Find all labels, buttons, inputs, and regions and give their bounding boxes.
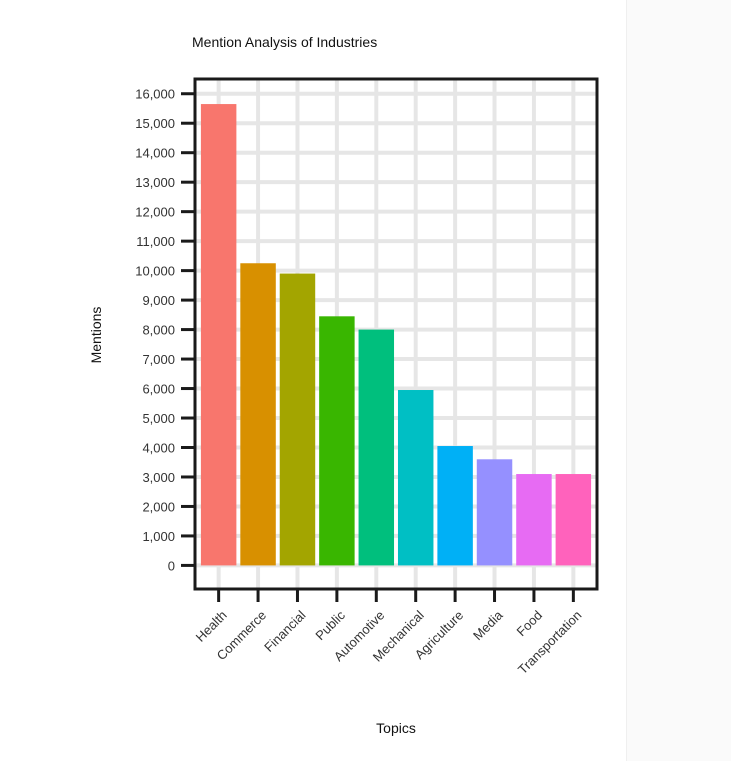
x-axis-title: Topics (376, 720, 416, 736)
bar-automotive (358, 329, 395, 566)
y-tick-label: 6,000 (142, 382, 175, 397)
y-tick-label: 12,000 (135, 205, 175, 220)
y-tick-label: 16,000 (135, 87, 175, 102)
y-tick-label: 0 (168, 558, 175, 573)
x-tick-label-food: Food (513, 608, 545, 640)
y-tick-label: 14,000 (135, 146, 175, 161)
chart-title: Mention Analysis of Industries (192, 34, 377, 50)
bar-agriculture (437, 446, 473, 566)
y-axis-ticks: 0 1,000 2,000 3,000 4,000 5,000 6,000 7,000 8,00… (135, 87, 195, 573)
y-tick-label: 8,000 (142, 323, 175, 338)
bar-health (200, 104, 237, 566)
y-tick-label: 11,000 (136, 234, 175, 249)
background-strip (626, 0, 731, 761)
y-tick-label: 10,000 (135, 264, 175, 279)
bar-media (476, 459, 513, 566)
y-tick-label: 9,000 (142, 293, 175, 308)
y-tick-label: 15,000 (135, 116, 175, 131)
bar-food (516, 474, 552, 566)
x-tick-label-health: Health (193, 608, 230, 645)
bars (200, 104, 592, 566)
y-tick-label: 13,000 (135, 175, 175, 190)
y-tick-label: 1,000 (142, 529, 175, 544)
x-tick-label-public: Public (312, 607, 348, 643)
y-tick-label: 3,000 (142, 470, 175, 485)
bar-public (319, 316, 355, 566)
y-tick-label: 2,000 (142, 499, 175, 514)
bar-commerce (240, 263, 276, 566)
y-tick-label: 7,000 (142, 352, 175, 367)
bar-mechanical (397, 390, 434, 566)
y-tick-label: 5,000 (142, 411, 175, 426)
plot-border (193, 77, 599, 591)
x-tick-label-financial: Financial (261, 607, 308, 654)
bar-financial (279, 273, 316, 566)
y-tick-label: 4,000 (142, 440, 175, 455)
bar-transportation (555, 474, 592, 566)
y-axis-title: Mentions (88, 307, 104, 364)
x-tick-label-media: Media (470, 607, 506, 643)
